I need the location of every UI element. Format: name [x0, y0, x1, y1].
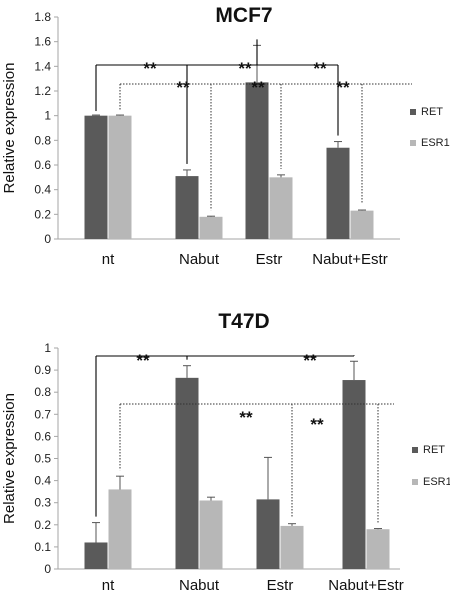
significance-label: **: [238, 59, 252, 78]
x-category-label: Nabut+Estr: [328, 577, 403, 594]
x-category-label: Nabut: [179, 577, 220, 594]
bar-ret-3: [342, 380, 366, 569]
chart-title: T47D: [218, 310, 269, 333]
x-category-label: Estr: [267, 577, 294, 594]
bar-esr1-2: [280, 525, 304, 569]
y-tick-label: 1.2: [34, 84, 51, 98]
y-tick-label: 0.1: [34, 540, 51, 554]
legend-swatch-ret: [410, 109, 416, 115]
significance-label: **: [239, 408, 253, 427]
bar-ret-1: [175, 377, 199, 569]
significance-label: **: [336, 78, 350, 97]
legend-label-esr1: ESR1: [423, 476, 450, 488]
bar-ret-0: [84, 542, 108, 569]
bar-ret-2: [245, 82, 269, 239]
y-tick-label: 0.4: [34, 183, 51, 197]
y-tick-label: 0: [44, 232, 51, 246]
y-axis-label: Relative expression: [1, 393, 18, 524]
bar-esr1-0: [108, 489, 132, 569]
y-tick-label: 0.9: [34, 363, 51, 377]
x-category-label: nt: [102, 577, 115, 594]
y-tick-label: 1: [44, 341, 51, 355]
bar-esr1-1: [199, 500, 223, 569]
significance-label: **: [143, 59, 157, 78]
bar-ret-3: [326, 147, 350, 239]
y-tick-label: 0: [44, 562, 51, 576]
y-tick-label: 0.4: [34, 474, 51, 488]
y-axis-label: Relative expression: [1, 63, 18, 194]
chart-title: MCF7: [215, 4, 272, 27]
bar-ret-0: [84, 115, 108, 239]
y-tick-label: 0.2: [34, 207, 51, 221]
significance-label: **: [303, 351, 317, 370]
significance-label: **: [313, 59, 327, 78]
x-category-label: Nabut+Estr: [312, 251, 387, 268]
y-tick-label: 1.8: [34, 10, 51, 24]
significance-label: **: [251, 78, 265, 97]
y-tick-label: 0.7: [34, 407, 51, 421]
legend-label-ret: RET: [421, 106, 443, 118]
bar-ret-2: [256, 499, 280, 569]
significance-label: **: [136, 351, 150, 370]
legend-label-esr1: ESR1: [421, 137, 450, 149]
y-tick-label: 1.6: [34, 35, 51, 49]
bar-esr1-2: [269, 177, 293, 239]
bar-esr1-1: [199, 216, 223, 239]
y-tick-label: 0.6: [34, 158, 51, 172]
legend-swatch-ret: [412, 447, 418, 453]
y-tick-label: 0.6: [34, 429, 51, 443]
y-tick-label: 0.8: [34, 133, 51, 147]
y-tick-label: 0.5: [34, 452, 51, 466]
y-tick-label: 0.2: [34, 518, 51, 532]
chart-t47d: T47D Relative expression 0 0.1 0.2 0.3 0.4 0.5 0…: [1, 310, 450, 594]
legend-swatch-esr1: [410, 140, 416, 146]
bar-esr1-3: [366, 529, 390, 569]
significance-label: **: [176, 78, 190, 97]
legend-swatch-esr1: [412, 479, 418, 485]
x-category-label: nt: [102, 251, 115, 268]
y-tick-label: 1: [44, 109, 51, 123]
chart-mcf7: MCF7 Relative expression 0 0.2 0.4 0.6 0.8 1 1.2…: [1, 4, 450, 268]
x-category-label: Estr: [256, 251, 283, 268]
y-tick-label: 0.3: [34, 496, 51, 510]
y-tick-label: 1.4: [34, 59, 51, 73]
significance-label: **: [310, 415, 324, 434]
y-tick-label: 0.8: [34, 385, 51, 399]
bar-esr1-3: [350, 210, 374, 239]
bar-ret-1: [175, 176, 199, 239]
legend-label-ret: RET: [423, 444, 445, 456]
bar-esr1-0: [108, 115, 132, 239]
x-category-label: Nabut: [179, 251, 220, 268]
